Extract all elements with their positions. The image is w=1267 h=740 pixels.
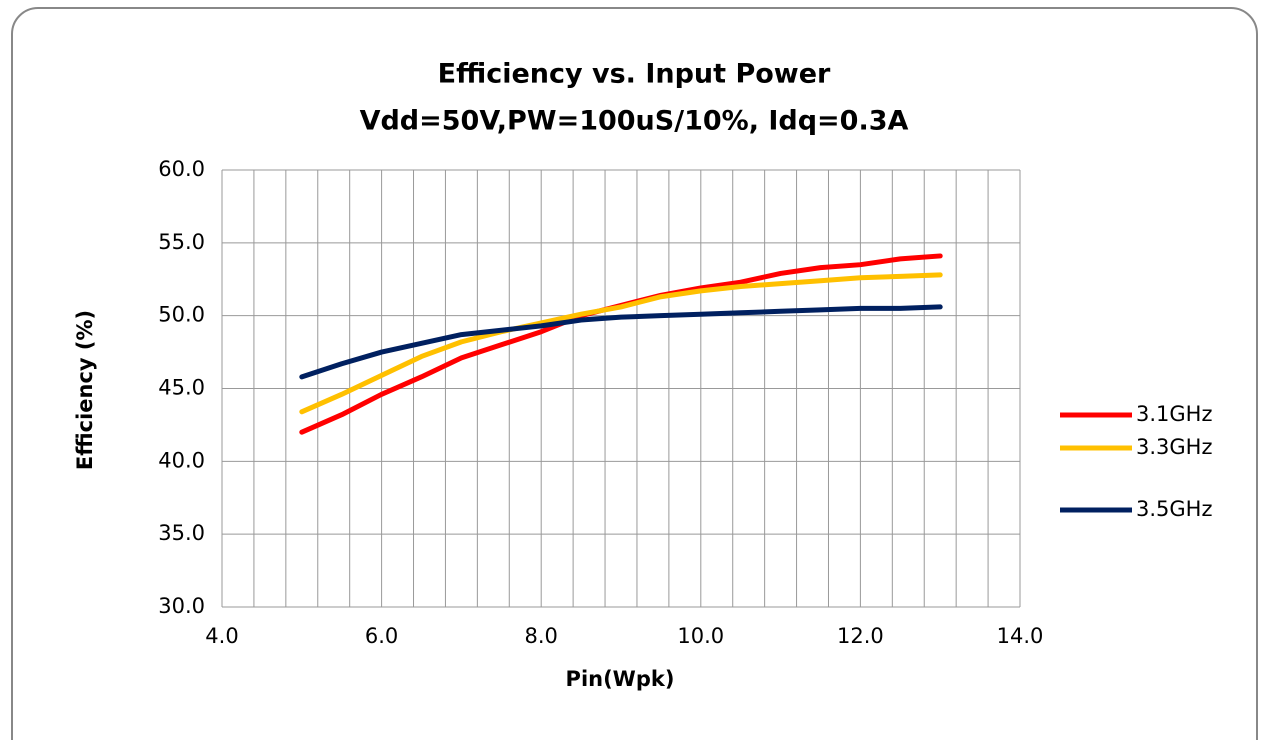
series-line (299, 304, 943, 380)
y-tick-label: 60.0 (158, 157, 205, 181)
x-tick-label: 14.0 (997, 624, 1044, 648)
x-tick-label: 12.0 (837, 624, 884, 648)
y-tick-label: 35.0 (158, 521, 205, 545)
chart-border (11, 7, 1258, 740)
x-tick-label: 6.0 (365, 624, 398, 648)
y-tick-label: 30.0 (158, 594, 205, 618)
x-axis-label: Pin(Wpk) (566, 667, 675, 691)
x-tick-label: 10.0 (677, 624, 724, 648)
x-tick-label: 4.0 (205, 624, 238, 648)
legend-label: 3.1GHz (1136, 402, 1212, 426)
y-axis-label: Efficiency (%) (73, 310, 97, 470)
chart-subtitle: Vdd=50V,PW=100uS/10%, Idq=0.3A (360, 106, 909, 137)
y-tick-label: 40.0 (158, 448, 205, 472)
y-tick-label: 45.0 (158, 376, 205, 400)
legend-label: 3.3GHz (1136, 435, 1212, 459)
series-line (299, 272, 943, 415)
legend-label: 3.5GHz (1136, 497, 1212, 521)
y-tick-label: 50.0 (158, 303, 205, 327)
chart-title: Efficiency vs. Input Power (438, 59, 831, 90)
y-tick-label: 55.0 (158, 230, 205, 254)
x-tick-label: 8.0 (524, 624, 557, 648)
